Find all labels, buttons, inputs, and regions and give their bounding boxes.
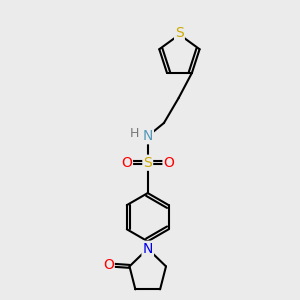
Text: N: N [142,129,153,143]
Text: O: O [103,258,114,272]
Text: O: O [164,156,174,170]
Text: O: O [121,156,132,170]
Text: S: S [143,156,152,170]
Text: S: S [175,26,184,40]
Text: N: N [142,242,153,256]
Text: H: H [130,128,139,140]
